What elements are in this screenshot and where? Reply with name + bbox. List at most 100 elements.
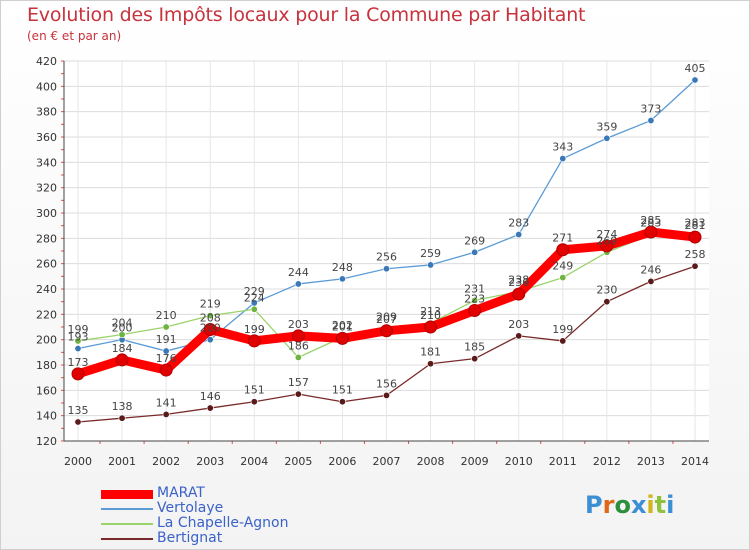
data-label-bertignat: 157 [288, 376, 309, 389]
x-tick-label: 2001 [108, 455, 136, 468]
y-tick-label: 260 [36, 258, 57, 271]
data-point-bertignat [74, 418, 82, 426]
data-label-marat: 203 [288, 318, 309, 331]
data-label-vertolaye: 405 [685, 62, 706, 75]
chart-subtitle: (en € et par an) [27, 29, 122, 43]
data-label-vertolaye: 229 [244, 285, 265, 298]
y-tick-label: 380 [36, 106, 57, 119]
data-point-bertignat [162, 410, 170, 418]
data-label-la-chapelle-agnon: 202 [332, 319, 353, 332]
data-point-bertignat [515, 332, 523, 340]
x-tick-label: 2013 [637, 455, 665, 468]
data-label-bertignat: 151 [244, 384, 265, 397]
data-point-vertolaye [74, 345, 82, 353]
y-tick-label: 140 [36, 410, 57, 423]
data-point-vertolaye [427, 261, 435, 269]
data-point-vertolaye [382, 265, 390, 273]
data-point-marat [380, 324, 393, 338]
data-label-vertolaye: 259 [420, 247, 441, 260]
x-tick-label: 2006 [328, 455, 356, 468]
data-point-bertignat [471, 355, 479, 363]
data-point-vertolaye [647, 117, 655, 125]
x-tick-label: 2010 [505, 455, 533, 468]
data-label-la-chapelle-agnon: 224 [244, 291, 265, 304]
data-label-bertignat: 141 [156, 396, 177, 409]
data-point-marat [688, 230, 702, 244]
x-tick-label: 2012 [593, 455, 621, 468]
legend-label-marat: MARAT [157, 485, 205, 501]
data-label-marat: 285 [640, 214, 661, 227]
y-tick-label: 320 [36, 182, 57, 195]
data-point-vertolaye [338, 275, 346, 283]
data-point-marat [468, 304, 482, 318]
x-tick-label: 2003 [196, 455, 224, 468]
data-point-bertignat [427, 360, 435, 368]
data-label-la-chapelle-agnon: 199 [68, 323, 89, 336]
data-point-bertignat [647, 277, 655, 285]
data-label-la-chapelle-agnon: 186 [288, 339, 309, 352]
data-label-marat: 199 [244, 323, 265, 336]
data-label-marat: 184 [112, 342, 133, 355]
y-tick-label: 360 [36, 131, 57, 144]
legend-label-vertolaye: Vertolaye [157, 500, 224, 516]
data-point-marat [247, 334, 261, 348]
data-label-bertignat: 181 [420, 346, 441, 359]
legend-label-bertignat: Bertignat [157, 530, 223, 546]
chart-title: Evolution des Impôts locaux pour la Comm… [27, 4, 586, 26]
data-point-la-chapelle-agnon [162, 323, 170, 331]
data-point-marat [335, 331, 349, 345]
data-label-vertolaye: 256 [376, 251, 397, 264]
data-point-vertolaye [559, 155, 567, 163]
data-point-la-chapelle-agnon [294, 353, 302, 361]
data-label-vertolaye: 269 [464, 234, 485, 247]
y-tick-label: 300 [36, 207, 57, 220]
data-point-marat [159, 363, 173, 377]
data-label-bertignat: 185 [464, 341, 485, 354]
x-tick-label: 2002 [152, 455, 180, 468]
data-label-vertolaye: 193 [68, 331, 89, 344]
data-label-vertolaye: 191 [156, 333, 177, 346]
y-tick-label: 220 [36, 308, 57, 321]
data-point-la-chapelle-agnon [118, 331, 126, 339]
data-label-la-chapelle-agnon: 209 [376, 310, 397, 323]
data-label-marat: 207 [376, 313, 397, 326]
data-label-vertolaye: 343 [552, 141, 573, 154]
data-label-marat: 223 [464, 293, 485, 306]
data-point-bertignat [118, 414, 126, 422]
y-tick-label: 120 [36, 435, 57, 448]
y-tick-label: 180 [36, 359, 57, 372]
data-point-bertignat [382, 391, 390, 399]
y-tick-label: 160 [36, 384, 57, 397]
data-label-marat: 281 [685, 219, 706, 232]
data-label-vertolaye: 359 [596, 120, 617, 133]
proxiti-logo: Proxiti [585, 491, 675, 519]
data-label-la-chapelle-agnon: 249 [552, 260, 573, 273]
data-label-la-chapelle-agnon: 269 [596, 234, 617, 247]
legend-item-vertolaye: Vertolaye [101, 500, 401, 519]
data-point-bertignat [691, 262, 699, 270]
data-label-la-chapelle-agnon: 283 [640, 217, 661, 230]
data-point-marat [556, 243, 570, 257]
data-label-la-chapelle-agnon: 238 [508, 274, 529, 287]
data-label-marat: 201 [332, 320, 353, 333]
x-tick-label: 2007 [373, 455, 401, 468]
legend-item-bertignat: Bertignat [101, 530, 401, 549]
legend-swatch-marat [101, 490, 153, 499]
y-tick-label: 200 [36, 334, 57, 347]
x-tick-label: 2014 [681, 455, 709, 468]
legend-item-marat: MARAT [101, 485, 401, 504]
data-point-bertignat [338, 398, 346, 406]
data-label-marat: 274 [596, 228, 617, 241]
data-label-bertignat: 246 [640, 263, 661, 276]
data-label-la-chapelle-agnon: 231 [464, 282, 485, 295]
y-tick-label: 240 [36, 283, 57, 296]
data-label-bertignat: 258 [685, 248, 706, 261]
data-label-vertolaye: 200 [112, 322, 133, 335]
data-point-bertignat [559, 337, 567, 345]
data-point-la-chapelle-agnon [471, 296, 479, 304]
x-tick-label: 2008 [417, 455, 445, 468]
data-point-bertignat [250, 398, 258, 406]
data-label-marat: 173 [68, 356, 89, 369]
data-point-la-chapelle-agnon [74, 337, 82, 345]
